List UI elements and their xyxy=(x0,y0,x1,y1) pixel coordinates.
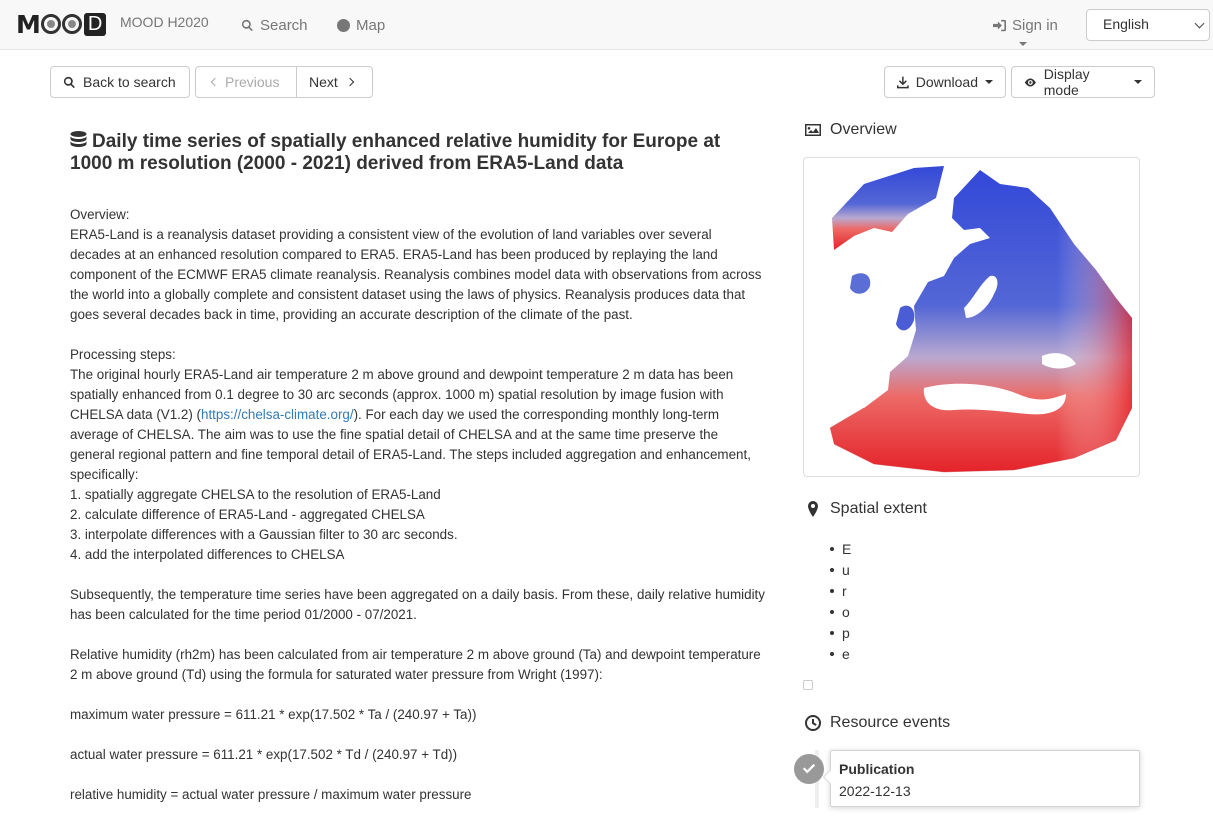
nav-map-label: Map xyxy=(356,17,386,34)
british-isles xyxy=(896,305,915,331)
subsequently-paragraph: Subsequently, the temperature time serie… xyxy=(70,587,765,622)
next-label: Next xyxy=(309,74,338,90)
list-item: p xyxy=(830,622,851,643)
database-icon xyxy=(70,131,87,147)
back-to-search-label: Back to search xyxy=(83,74,176,90)
record-title-text: Daily time series of spatially enhanced … xyxy=(70,131,721,174)
resource-events-section-heading: Resource events xyxy=(805,714,950,732)
image-icon xyxy=(805,124,821,136)
language-value: English xyxy=(1103,16,1149,32)
search-icon xyxy=(241,19,253,32)
previous-label: Previous xyxy=(225,74,280,90)
black-sea xyxy=(1042,353,1076,369)
overview-map[interactable] xyxy=(803,157,1140,477)
spatial-extent-section-heading: Spatial extent xyxy=(805,500,927,518)
list-item: r xyxy=(830,580,851,601)
record-title: Daily time series of spatially enhanced … xyxy=(70,131,765,175)
list-item: o xyxy=(830,601,851,622)
overview-heading: Overview: xyxy=(70,207,130,222)
sign-in-button[interactable]: Sign in xyxy=(993,17,1058,34)
extent-map-placeholder[interactable] xyxy=(803,680,813,690)
map-marker-icon xyxy=(808,501,818,517)
globe-icon xyxy=(337,19,350,32)
overview-heading-label: Overview xyxy=(830,121,897,138)
spatial-extent-list: E u r o p e xyxy=(830,538,851,664)
overview-section-heading: Overview xyxy=(805,121,897,139)
nav-search[interactable]: Search xyxy=(241,17,308,34)
clock-icon xyxy=(805,715,821,731)
sign-in-caret-icon[interactable] xyxy=(1019,42,1027,46)
list-item: u xyxy=(830,559,851,580)
formula-max-pressure: maximum water pressure = 611.21 * exp(17… xyxy=(70,707,477,722)
processing-heading: Processing steps: xyxy=(70,347,176,362)
logo-letter-d: D xyxy=(83,12,107,36)
step-item: 3. interpolate differences with a Gaussi… xyxy=(70,527,458,542)
nav-map[interactable]: Map xyxy=(337,17,385,34)
timeline-badge xyxy=(794,754,824,784)
check-icon xyxy=(802,763,816,774)
relative-humidity-paragraph: Relative humidity (rh2m) has been calcul… xyxy=(70,647,761,682)
next-button[interactable]: Next xyxy=(296,66,373,98)
iceland-island xyxy=(850,273,871,294)
spatial-extent-label: Spatial extent xyxy=(830,500,927,517)
chevron-left-icon xyxy=(210,77,220,87)
greenland-region xyxy=(832,166,944,250)
sign-in-icon xyxy=(993,19,1006,32)
search-icon xyxy=(63,76,75,88)
chevron-right-icon xyxy=(345,77,355,87)
previous-button[interactable]: Previous xyxy=(195,66,297,98)
site-name[interactable]: MOOD H2020 xyxy=(120,14,209,30)
step-item: 4. add the interpolated differences to C… xyxy=(70,547,345,562)
overview-paragraph: ERA5-Land is a reanalysis dataset provid… xyxy=(70,227,762,322)
formula-actual-pressure: actual water pressure = 611.21 * exp(17.… xyxy=(70,747,458,762)
mediterranean-sea xyxy=(923,383,1066,415)
resource-events-label: Resource events xyxy=(830,714,951,731)
download-button[interactable]: Download xyxy=(884,66,1006,98)
display-mode-button[interactable]: Display mode xyxy=(1011,66,1155,98)
download-label: Download xyxy=(915,74,978,90)
mood-logo[interactable]: M D xyxy=(16,9,107,39)
processing-paragraph: The original hourly ERA5-Land air temper… xyxy=(70,365,765,485)
step-item: 1. spatially aggregate CHELSA to the res… xyxy=(70,487,441,502)
sign-in-label: Sign in xyxy=(1012,17,1058,34)
europe-humidity-map xyxy=(829,166,1132,473)
list-item: e xyxy=(830,643,851,664)
baltic-sea xyxy=(964,275,998,318)
record-description: Overview: ERA5-Land is a reanalysis data… xyxy=(70,205,765,805)
eye-icon xyxy=(1024,78,1036,86)
logo-letter-m: M xyxy=(16,9,41,39)
processing-text-start: The original hourly ERA5-Land air temper… xyxy=(70,367,734,422)
download-icon xyxy=(897,76,909,88)
chevron-down-icon xyxy=(1194,18,1205,29)
publication-event-panel: Publication 2022-12-13 xyxy=(823,750,1140,807)
top-navbar: M D MOOD H2020 Search Map Sign in Englis… xyxy=(0,0,1213,50)
formula-relative-humidity: relative humidity = actual water pressur… xyxy=(70,787,472,802)
caret-down-icon xyxy=(1134,80,1142,84)
processing-text-end: ). For each day we used the correspondin… xyxy=(70,407,751,482)
caret-down-icon xyxy=(985,80,993,84)
step-item: 2. calculate difference of ERA5-Land - a… xyxy=(70,507,425,522)
language-select[interactable]: English xyxy=(1086,9,1210,41)
nav-search-label: Search xyxy=(260,17,308,34)
display-mode-label: Display mode xyxy=(1043,66,1090,98)
back-to-search-button[interactable]: Back to search xyxy=(50,66,190,98)
list-item: E xyxy=(830,538,851,559)
chelsa-link[interactable]: https://chelsa-climate.org/ xyxy=(201,407,354,422)
logo-circles xyxy=(40,14,82,34)
event-title: Publication xyxy=(839,761,915,777)
event-date: 2022-12-13 xyxy=(839,783,911,799)
